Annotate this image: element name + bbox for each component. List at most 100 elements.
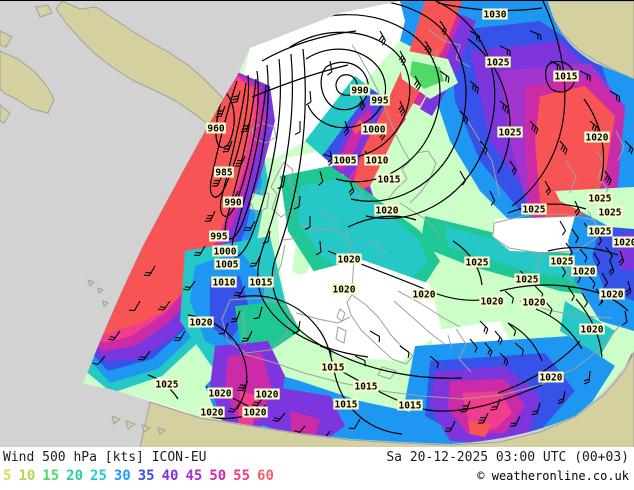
wind-barb-icon	[249, 255, 261, 267]
contour-label-box	[521, 203, 547, 215]
contour-label: 1015	[378, 175, 401, 186]
map-datetime: Sa 20-12-2025 03:00 UTC (00+03)	[386, 450, 629, 465]
wind-barb-icon	[579, 70, 591, 82]
wind-speed-region	[352, 119, 364, 135]
wind-barb-icon	[589, 120, 599, 134]
legend-value: 55	[233, 468, 251, 484]
isobar-contour	[535, 308, 583, 350]
wind-barb-icon	[557, 390, 566, 404]
contour-label-box	[254, 388, 280, 400]
contour-label-box	[364, 154, 390, 166]
isobar-contour	[347, 215, 417, 228]
contour-label: 1020	[413, 290, 436, 301]
land-outside-domain	[0, 50, 55, 114]
wind-barb-icon	[499, 100, 509, 114]
contour-label-box	[214, 258, 240, 270]
wind-barb-icon	[305, 90, 312, 106]
legend-value: 10	[18, 468, 36, 484]
contour-label: 1020	[540, 373, 563, 384]
wind-barb-icon	[293, 195, 301, 210]
land-outside-domain	[102, 300, 110, 307]
isobar-contour	[271, 48, 463, 379]
wind-barb-icon	[444, 420, 456, 432]
contour-label-box	[207, 387, 233, 399]
contour-label: 1015	[399, 401, 422, 412]
wind-barb-icon	[618, 250, 625, 266]
wind-barb-icon	[378, 30, 386, 46]
contour-label: 1020	[338, 255, 361, 266]
wind-barb-icon	[494, 330, 503, 345]
contour-label-box	[214, 166, 234, 178]
contour-label: 960	[207, 124, 224, 135]
contour-label-box	[242, 406, 268, 418]
wind-barb-icon	[240, 120, 251, 133]
contour-label-box	[188, 316, 214, 328]
contour-label: 1020	[376, 206, 399, 217]
contour-label-box	[212, 245, 238, 257]
wind-barb-icon	[459, 170, 466, 186]
wind-speed-region	[305, 76, 372, 156]
contour-label: 1010	[366, 156, 389, 167]
isobar-contour	[251, 64, 349, 98]
legend-value: 20	[66, 468, 84, 484]
legend-value: 35	[137, 468, 155, 484]
contour-label-box	[485, 56, 511, 68]
contour-label-box	[209, 230, 229, 242]
wind-barb-icon	[222, 140, 233, 153]
contour-label: 1015	[355, 382, 378, 393]
isobar-contour	[507, 322, 543, 362]
wind-barb-icon	[499, 45, 511, 57]
wind-speed-region	[225, 353, 272, 421]
contour-label: 1020	[581, 325, 604, 336]
contour-label-box	[497, 126, 523, 138]
isobar-contour	[320, 61, 369, 111]
wind-speed-region	[298, 179, 428, 283]
legend-value: 5	[3, 468, 12, 484]
contour-label: 1025	[599, 208, 622, 219]
contour-label: 1025	[156, 380, 179, 391]
wind-speed-region	[235, 301, 300, 351]
wind-barb-icon	[529, 30, 542, 41]
wind-barb-icon	[439, 20, 447, 36]
wind-barb-icon	[234, 155, 246, 167]
wind-barb-icon	[304, 216, 311, 230]
wind-barb-icon	[413, 75, 421, 91]
contour-label-box	[587, 225, 613, 237]
land-outside-domain	[35, 4, 53, 18]
contour-label-box	[612, 236, 634, 248]
wind-barb-icon	[292, 320, 301, 334]
wind-barb-icon	[173, 330, 186, 342]
wind-barb-icon	[581, 292, 588, 308]
wind-barb-icon	[318, 170, 324, 186]
wind-barb-icon	[469, 30, 481, 43]
contour-label: 1025	[523, 205, 546, 216]
land-outside-domain	[157, 427, 167, 435]
wind-barb-icon	[241, 330, 253, 342]
wind-barb-icon	[567, 286, 575, 302]
wind-barb-icon	[398, 50, 406, 66]
coastline	[387, 160, 411, 200]
copyright: © weatheronline.co.uk	[477, 469, 629, 483]
isobar-contour	[545, 61, 576, 93]
wind-barb-icon	[460, 400, 471, 413]
wind-barb-icon	[484, 342, 493, 357]
contour-label-box	[482, 8, 508, 20]
isobar-contour	[271, 14, 441, 183]
contour-label-box	[579, 323, 605, 335]
land-outside-domain	[0, 104, 11, 124]
contour-label-box	[584, 131, 610, 143]
land-outside-domain	[97, 287, 105, 294]
contour-label: 1010	[213, 278, 236, 289]
legend-value: 60	[257, 468, 274, 484]
isobar-contour	[305, 48, 387, 129]
contour-label-box	[248, 276, 274, 288]
wind-barb-icon	[253, 306, 263, 320]
coastline	[393, 290, 461, 346]
isobar-contour	[289, 31, 411, 159]
wind-barb-icon	[183, 280, 196, 291]
wind-barb-icon	[479, 140, 488, 155]
coastline	[346, 294, 414, 365]
wind-barb-icon	[262, 230, 271, 244]
wind-barb-icon	[601, 272, 608, 288]
